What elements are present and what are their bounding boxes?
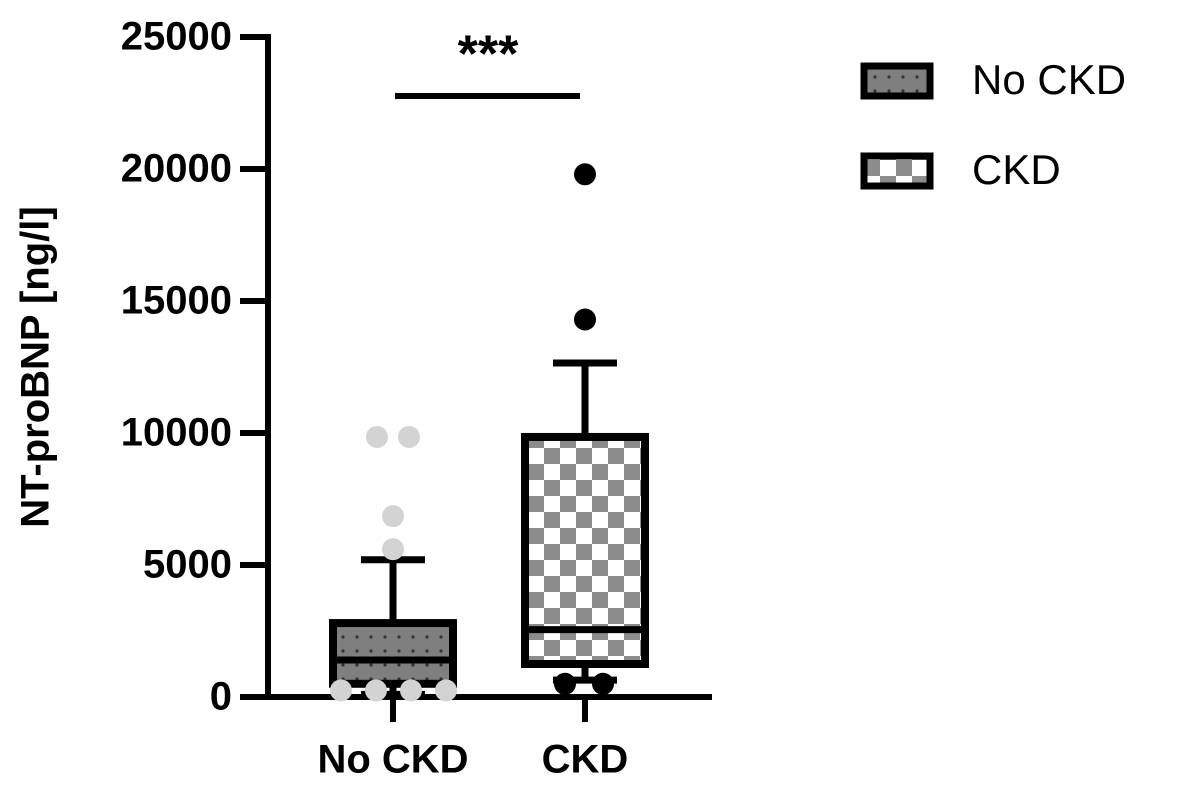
legend-label: No CKD (972, 56, 1126, 103)
y-tick-label: 20000 (121, 147, 232, 191)
outlier (554, 672, 576, 695)
box (521, 432, 649, 668)
outlier (435, 679, 457, 702)
outlier (330, 679, 352, 702)
x-tick-label: No CKD (317, 738, 468, 782)
legend-swatch (860, 62, 934, 100)
x-tick-label: CKD (542, 738, 629, 782)
outlier (382, 505, 404, 528)
y-tick-label: 5000 (143, 543, 232, 587)
legend-swatch (860, 152, 934, 190)
outlier (398, 425, 420, 448)
box (329, 619, 457, 688)
outlier (366, 425, 388, 448)
y-tick-label: 25000 (121, 15, 232, 59)
legend-label: CKD (972, 146, 1061, 193)
outlier (574, 163, 596, 186)
y-tick-label: 10000 (121, 411, 232, 455)
outlier (592, 672, 614, 695)
y-tick-label: 0 (210, 675, 232, 719)
y-axis-label: NT-proBNP [ng/l] (14, 206, 58, 527)
y-tick-label: 15000 (121, 279, 232, 323)
outlier (382, 538, 404, 561)
outlier (574, 308, 596, 331)
outlier (400, 679, 422, 702)
outlier (365, 679, 387, 702)
significance-label: *** (458, 26, 519, 84)
